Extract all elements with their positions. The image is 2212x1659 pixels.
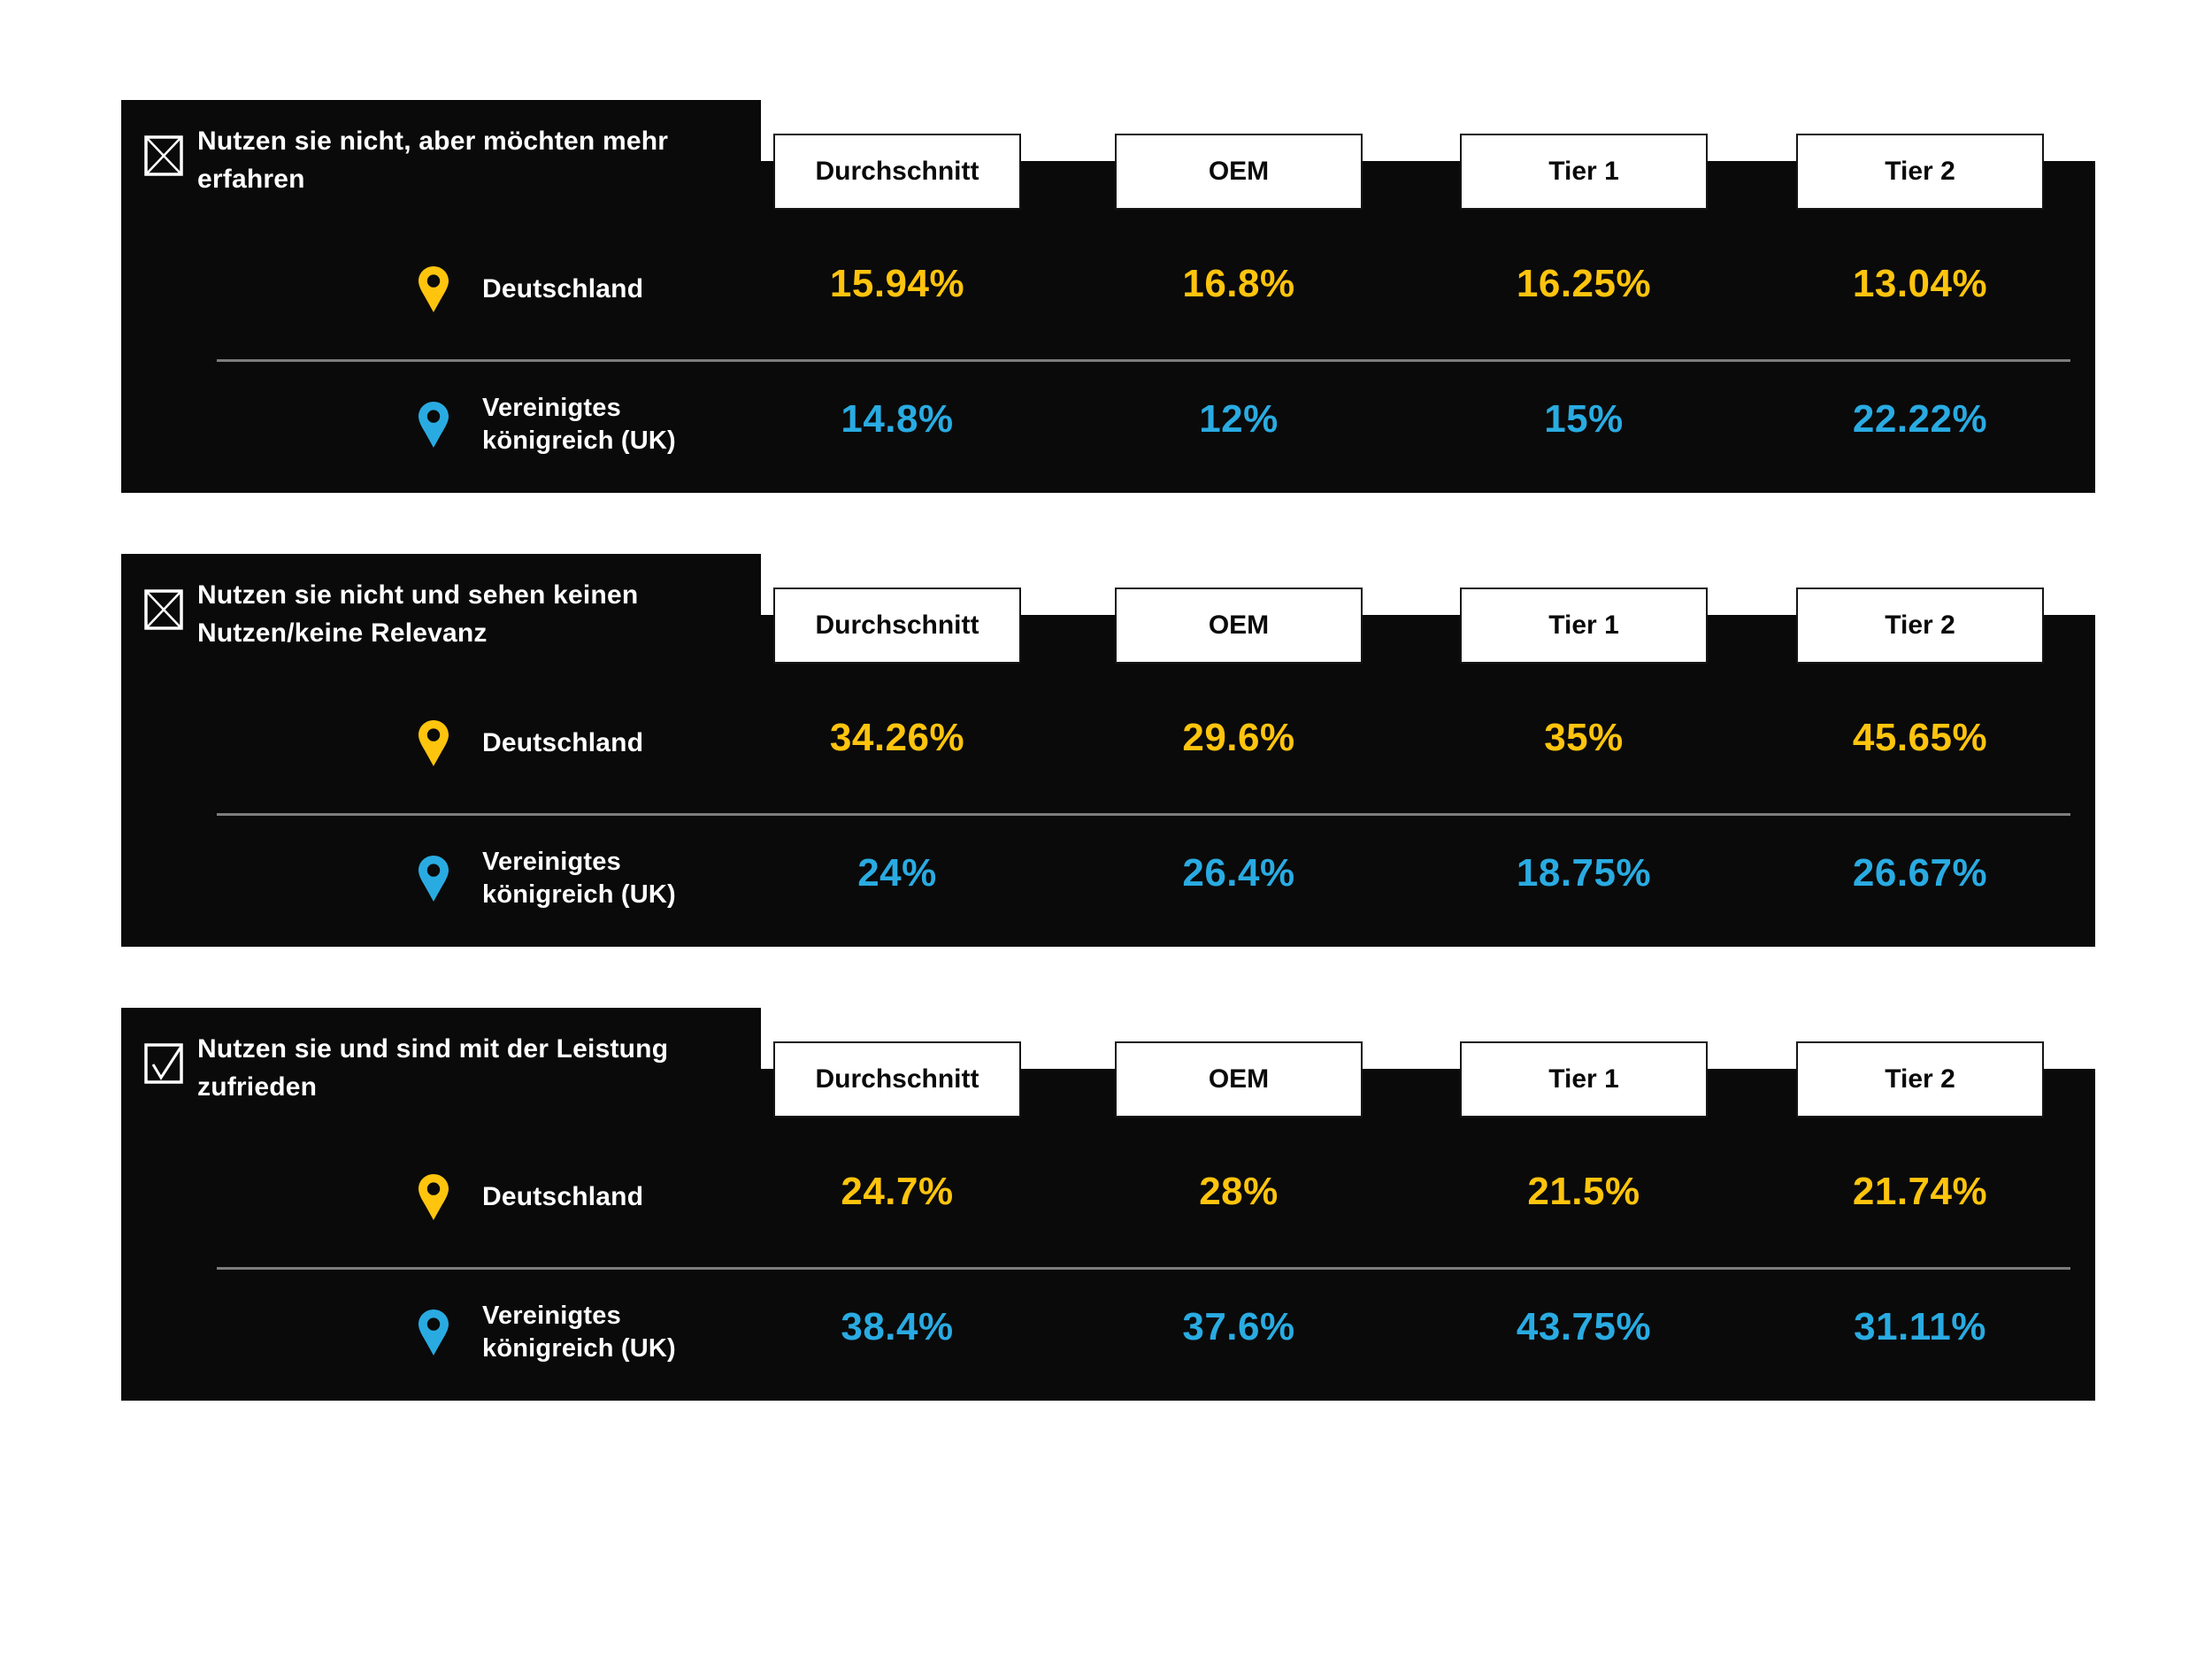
row-divider [217,1267,2070,1270]
row-divider [217,813,2070,816]
country-label-uk: Vereinigtes königreich (UK) [482,1300,676,1365]
value-cell: 45.65% [1852,716,1988,759]
value-cell: 26.4% [1182,851,1295,895]
country-label-uk: Vereinigtes königreich (UK) [482,392,676,457]
country-label-uk-line2: königreich (UK) [482,1334,676,1363]
value-cell: 24.7% [841,1170,954,1213]
country-label-germany: Deutschland [482,1182,644,1211]
panel-title: Nutzen sie und sind mit der Leistung zuf… [197,1030,764,1106]
value-cell: 29.6% [1182,716,1295,759]
panel-body [121,1069,2095,1401]
panel-body [121,615,2095,947]
value-cell: 22.22% [1852,397,1988,441]
value-cell: 24% [857,851,937,895]
survey-panel-3: Nutzen sie und sind mit der Leistung zuf… [121,1008,2095,1401]
panel-title-line2: Nutzen/keine Relevanz [197,618,488,648]
survey-panel-2: Nutzen sie nicht und sehen keinen Nutzen… [121,554,2095,947]
panel-title-line1: Nutzen sie nicht und sehen keinen [197,580,639,610]
column-header-tier2: Tier 2 [1796,134,2044,210]
crossed-checkbox-icon [144,589,183,630]
country-label-uk-line2: königreich (UK) [482,880,676,909]
location-pin-icon [418,719,449,767]
checked-checkbox-icon [144,1043,183,1084]
value-cell: 12% [1199,397,1279,441]
survey-panel-1: Nutzen sie nicht, aber möchten mehr erfa… [121,100,2095,493]
row-divider [217,359,2070,362]
panel-title: Nutzen sie nicht und sehen keinen Nutzen… [197,576,764,652]
value-cell: 43.75% [1516,1305,1652,1348]
panel-title-line2: zufrieden [197,1072,318,1102]
location-pin-icon [418,401,449,449]
value-cell: 37.6% [1182,1305,1295,1348]
value-cell: 38.4% [841,1305,954,1348]
value-cell: 15.94% [829,262,965,305]
country-label-uk-line1: Vereinigtes [482,1302,621,1330]
value-cell: 21.5% [1527,1170,1640,1213]
location-pin-icon [418,1309,449,1356]
column-header-tier1: Tier 1 [1460,134,1708,210]
value-cell: 14.8% [841,397,954,441]
panel-title-line1: Nutzen sie und sind mit der Leistung [197,1034,669,1064]
country-label-uk-line1: Vereinigtes [482,848,621,876]
country-label-uk-line2: königreich (UK) [482,426,676,455]
column-header-oem: OEM [1115,588,1363,664]
panel-title: Nutzen sie nicht, aber möchten mehr erfa… [197,122,764,198]
panel-title-line2: erfahren [197,165,305,194]
column-header-oem: OEM [1115,134,1363,210]
location-pin-icon [418,265,449,313]
column-header-tier1: Tier 1 [1460,1041,1708,1118]
value-cell: 18.75% [1516,851,1652,895]
value-cell: 16.8% [1182,262,1295,305]
value-cell: 35% [1544,716,1624,759]
column-header-durchschnitt: Durchschnitt [773,588,1021,664]
location-pin-icon [418,855,449,902]
country-label-germany: Deutschland [482,728,644,757]
panel-title-line1: Nutzen sie nicht, aber möchten mehr [197,127,669,156]
location-pin-icon [418,1173,449,1221]
country-label-uk-line1: Vereinigtes [482,394,621,422]
value-cell: 16.25% [1516,262,1652,305]
column-header-tier1: Tier 1 [1460,588,1708,664]
value-cell: 31.11% [1854,1305,1986,1348]
column-header-oem: OEM [1115,1041,1363,1118]
country-label-uk: Vereinigtes königreich (UK) [482,846,676,911]
column-header-durchschnitt: Durchschnitt [773,134,1021,210]
value-cell: 28% [1199,1170,1279,1213]
value-cell: 34.26% [829,716,965,759]
column-header-tier2: Tier 2 [1796,588,2044,664]
value-cell: 15% [1544,397,1624,441]
country-label-germany: Deutschland [482,274,644,303]
value-cell: 21.74% [1852,1170,1988,1213]
panel-body [121,161,2095,493]
column-header-tier2: Tier 2 [1796,1041,2044,1118]
value-cell: 26.67% [1852,851,1988,895]
value-cell: 13.04% [1852,262,1988,305]
column-header-durchschnitt: Durchschnitt [773,1041,1021,1118]
crossed-checkbox-icon [144,135,183,176]
